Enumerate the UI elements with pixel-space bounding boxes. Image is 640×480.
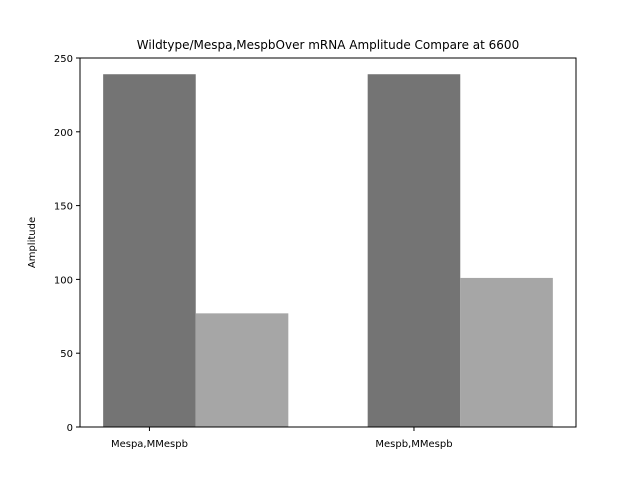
y-tick-label: 250 [54, 54, 73, 65]
x-tick-label: Mespa,MMespb [111, 439, 188, 450]
y-axis: 0 50 100 150 200 250 [54, 54, 80, 434]
y-tick-label: 0 [67, 423, 73, 434]
bar-2-series-1 [367, 74, 461, 428]
y-tick-label: 200 [54, 128, 73, 139]
bar-1-series-1 [103, 74, 196, 428]
bar-2-series-2 [460, 277, 553, 427]
y-tick-label: 50 [60, 349, 73, 360]
bars-group [103, 74, 553, 428]
chart-title: Wildtype/Mespa,MespbOver mRNA Amplitude … [137, 38, 519, 52]
x-axis: Mespa,MMespb Mespb,MMespb [111, 427, 453, 450]
y-tick-label: 150 [54, 202, 73, 213]
y-axis-label: Amplitude [27, 217, 38, 268]
bar-1-series-2 [195, 313, 289, 427]
plot-frame [79, 57, 577, 428]
y-tick-label: 100 [54, 275, 73, 286]
x-tick-label: Mespb,MMespb [375, 439, 452, 450]
